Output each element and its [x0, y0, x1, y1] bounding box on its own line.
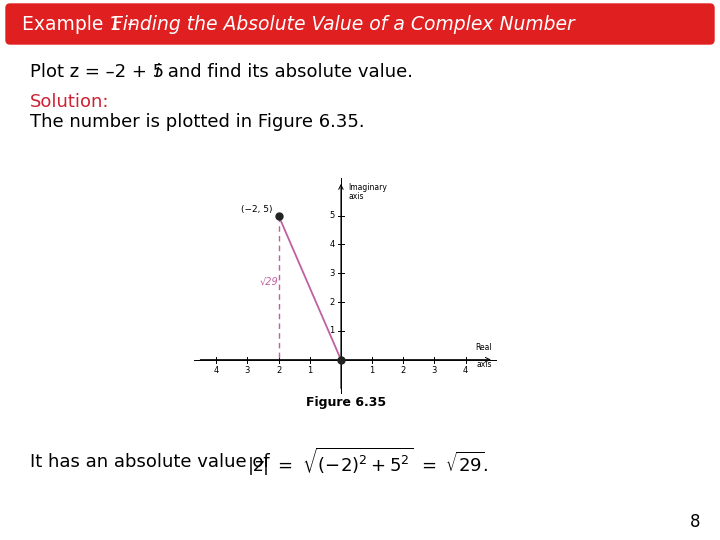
Text: and find its absolute value.: and find its absolute value.	[162, 63, 413, 81]
Text: i: i	[154, 63, 159, 81]
Text: Solution:: Solution:	[30, 93, 109, 111]
Text: 4: 4	[330, 240, 335, 249]
Text: The number is plotted in Figure 6.35.: The number is plotted in Figure 6.35.	[30, 113, 364, 131]
Text: Imaginary: Imaginary	[348, 183, 387, 192]
Text: 1: 1	[330, 326, 335, 335]
Text: $|z|\ =\ \sqrt{(-2)^2+5^2}\ =\ \sqrt{29}.$: $|z|\ =\ \sqrt{(-2)^2+5^2}\ =\ \sqrt{29}…	[247, 446, 489, 478]
Text: 2: 2	[400, 366, 406, 375]
Text: 3: 3	[432, 366, 437, 375]
Text: (−2, 5): (−2, 5)	[240, 205, 272, 214]
Text: Finding the Absolute Value of a Complex Number: Finding the Absolute Value of a Complex …	[112, 15, 575, 33]
Text: 3: 3	[329, 269, 335, 278]
Text: Real: Real	[475, 342, 492, 352]
Text: 5: 5	[330, 211, 335, 220]
Text: 2: 2	[330, 298, 335, 307]
Text: 1: 1	[369, 366, 374, 375]
Text: √29: √29	[260, 277, 279, 287]
FancyBboxPatch shape	[6, 4, 714, 44]
Text: Plot z = –2 + 5: Plot z = –2 + 5	[30, 63, 164, 81]
Text: Example 1 –: Example 1 –	[22, 15, 143, 33]
Text: 3: 3	[245, 366, 250, 375]
Text: It has an absolute value of: It has an absolute value of	[30, 453, 275, 471]
Text: axis: axis	[477, 360, 492, 369]
Text: Figure 6.35: Figure 6.35	[305, 396, 386, 409]
Text: axis: axis	[348, 192, 364, 201]
Text: 1: 1	[307, 366, 312, 375]
Text: 4: 4	[463, 366, 468, 375]
Text: 8: 8	[690, 513, 700, 531]
Text: 4: 4	[214, 366, 219, 375]
Text: 2: 2	[276, 366, 282, 375]
